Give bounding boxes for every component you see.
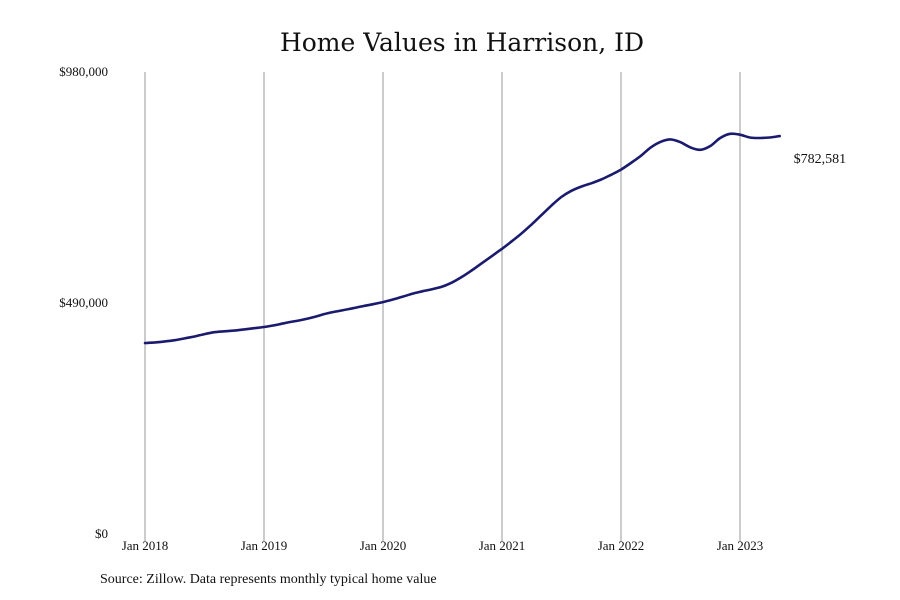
x-tick-label: Jan 2018	[122, 538, 169, 553]
x-tick-label: Jan 2021	[479, 538, 526, 553]
y-tick-label: $490,000	[59, 295, 108, 310]
y-tick-label: $0	[95, 526, 108, 541]
chart-title: Home Values in Harrison, ID	[279, 28, 645, 57]
end-value-label: $782,581	[794, 152, 847, 167]
x-tick-label: Jan 2019	[241, 538, 288, 553]
series-layer: $782,581	[143, 132, 847, 345]
x-tick-label: Jan 2020	[360, 538, 407, 553]
series-line	[143, 132, 781, 345]
x-tick-label: Jan 2023	[717, 538, 764, 553]
source-note: Source: Zillow. Data represents monthly …	[100, 572, 437, 587]
y-tick-label: $980,000	[59, 64, 108, 79]
x-tick-label: Jan 2022	[598, 538, 645, 553]
grid-layer	[144, 72, 741, 542]
axis-labels: Jan 2018 Jan 2019 Jan 2020 Jan 2021 Jan 2022…	[59, 64, 763, 553]
